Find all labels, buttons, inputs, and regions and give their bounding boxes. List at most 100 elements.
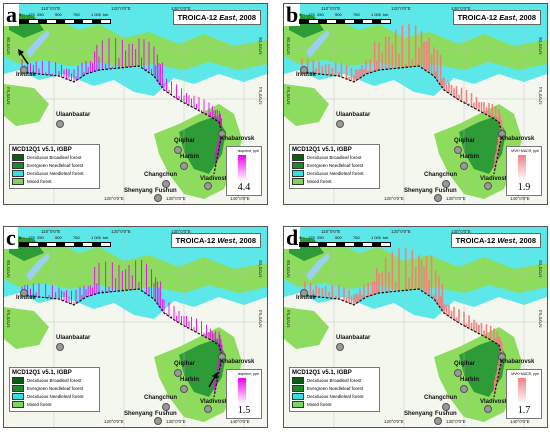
- legend-swatch: [292, 178, 304, 185]
- legend-label: Evergreen Needleleaf forest: [307, 386, 364, 391]
- latitude-label: N"0'0°54: [286, 87, 291, 105]
- city-marker-vladivostok: [204, 405, 212, 413]
- latitude-label: N"0'0°05: [258, 37, 263, 55]
- colorbar-box: Isoprene, ppb 4.4: [226, 146, 262, 196]
- legend-item: Deciduous Broadleaf forest: [292, 154, 377, 161]
- legend-swatch: [292, 385, 304, 392]
- legend-title: MCD12Q1 v5.1, IGBP: [12, 147, 72, 153]
- city-label-qiqihar: Qiqihar: [454, 361, 476, 367]
- longitude-label: 120°0'0"E: [111, 229, 131, 234]
- latitude-label: N"0'0°54: [6, 87, 11, 105]
- legend-label: Deciduous Broadleaf forest: [307, 378, 362, 383]
- scale-tick-label: 500: [55, 12, 62, 17]
- longitude-label: 130°0'0"E: [171, 6, 191, 11]
- city-marker-ulaanbaatar: [56, 120, 64, 128]
- scale-unit-label: km: [383, 12, 389, 17]
- scale-tick-label: 1 000: [371, 235, 382, 240]
- city-marker-harbin: [460, 162, 468, 170]
- scale-tick-label: 1 000: [91, 235, 102, 240]
- trans-siberian-route: [301, 288, 503, 398]
- legend-item: Deciduous Broadleaf forest: [292, 377, 377, 384]
- land-cover-legend: MCD12Q1 v5.1, IGBP Deciduous Broadleaf f…: [289, 367, 380, 412]
- longitude-label: 120°0'0"E: [111, 6, 131, 11]
- city-marker-irkutsk: [300, 66, 308, 74]
- city-label-irkutsk: Irkutsk: [16, 295, 36, 301]
- concentration-profile: [21, 260, 223, 394]
- panel-label: a: [4, 3, 19, 27]
- legend-item: Evergreen Needleleaf forest: [292, 385, 377, 392]
- legend-swatch: [12, 393, 24, 400]
- legend-label: Deciduous Needleleaf forest: [27, 394, 84, 399]
- title-direction: West: [497, 236, 516, 245]
- legend-swatch: [292, 401, 304, 408]
- legend-swatch: [12, 401, 24, 408]
- city-marker-ulaanbaatar: [336, 343, 344, 351]
- city-marker-changchun: [442, 180, 450, 188]
- lake-baikal: [306, 30, 330, 58]
- scale-tick-label: 125: [28, 12, 35, 17]
- colorbar-max-value: 1.7: [517, 405, 531, 416]
- legend-swatch: [12, 154, 24, 161]
- panel-title: TROICA-12 East, 2008: [172, 10, 261, 25]
- legend-item: Deciduous Needleleaf forest: [292, 393, 377, 400]
- city-label-fushun: Fushun: [435, 411, 457, 417]
- city-marker-irkutsk: [20, 66, 28, 74]
- city-label-harbin: Harbin: [180, 154, 200, 160]
- city-label-fushun: Fushun: [155, 188, 177, 194]
- longitude-label: 140°0'0"E: [510, 419, 530, 424]
- scale-tick-label: 125: [308, 12, 315, 17]
- legend-swatch: [292, 154, 304, 161]
- legend-label: Evergreen Needleleaf forest: [307, 163, 364, 168]
- legend-item: Evergreen Needleleaf forest: [12, 162, 97, 169]
- legend-item: Mixed forest: [12, 401, 97, 408]
- latitude-label: N"0'0°54: [538, 310, 543, 328]
- city-marker-khabarovsk: [498, 353, 506, 361]
- trans-siberian-route: [21, 65, 223, 175]
- colorbar-swatch: [518, 378, 526, 404]
- broadleaf-forest-region: [459, 116, 506, 174]
- legend-swatch: [292, 393, 304, 400]
- scale-tick-label: 250: [317, 12, 324, 17]
- city-label-changchun: Changchun: [424, 395, 457, 401]
- title-direction: West: [217, 236, 236, 245]
- city-marker-shenyang: [154, 417, 162, 425]
- latitude-label: N"0'0°05: [258, 260, 263, 278]
- scale-tick-label: 500: [335, 235, 342, 240]
- colorbar-title: MVK+MACR, ppb: [511, 372, 539, 376]
- title-direction: East: [499, 13, 516, 22]
- city-marker-harbin: [460, 385, 468, 393]
- longitude-label: 120°0'0"E: [104, 419, 124, 424]
- colorbar-box: MVK+MACR, ppb 1.7: [506, 369, 542, 419]
- title-year: 2008: [519, 236, 536, 245]
- legend-item: Evergreen Needleleaf forest: [292, 162, 377, 169]
- legend-item: Mixed forest: [292, 178, 377, 185]
- city-label-ulaanbaatar: Ulaanbaatar: [336, 112, 371, 118]
- city-marker-qiqihar: [454, 369, 462, 377]
- city-marker-changchun: [162, 180, 170, 188]
- legend-title: MCD12Q1 v5.1, IGBP: [292, 147, 352, 153]
- scale-tick-label: 0: [299, 12, 302, 17]
- legend-label: Deciduous Needleleaf forest: [307, 171, 364, 176]
- broadleaf-forest-region: [179, 116, 226, 174]
- longitude-label: 120°0'0"E: [384, 196, 404, 201]
- latitude-label: N"0'0°54: [6, 310, 11, 328]
- map-panel-d: d TROICA-12 West, 2008 0 125 250 500 750 1 00…: [283, 226, 548, 428]
- city-marker-changchun: [442, 403, 450, 411]
- longitude-label: 140°0'0"E: [230, 419, 250, 424]
- latitude-label: N"0'0°05: [286, 37, 291, 55]
- city-label-shenyang: Shenyang: [124, 188, 153, 194]
- city-label-vladivostok: Vladivostok: [200, 399, 234, 405]
- scale-bar: 0 125 250 500 750 1 000 km: [19, 235, 111, 247]
- panel-title: TROICA-12 West, 2008: [170, 233, 261, 248]
- city-label-changchun: Changchun: [144, 395, 177, 401]
- land-cover-legend: MCD12Q1 v5.1, IGBP Deciduous Broadleaf f…: [9, 367, 100, 412]
- scale-tick-label: 500: [335, 12, 342, 17]
- legend-swatch: [12, 170, 24, 177]
- legend-item: Deciduous Broadleaf forest: [12, 154, 97, 161]
- latitude-label: N"0'0°05: [538, 37, 543, 55]
- legend-swatch: [292, 162, 304, 169]
- longitude-label: 110°0'0"E: [321, 6, 341, 11]
- longitude-label: 130°0'0"E: [446, 196, 466, 201]
- legend-label: Deciduous Broadleaf forest: [307, 155, 362, 160]
- city-marker-shenyang: [434, 417, 442, 425]
